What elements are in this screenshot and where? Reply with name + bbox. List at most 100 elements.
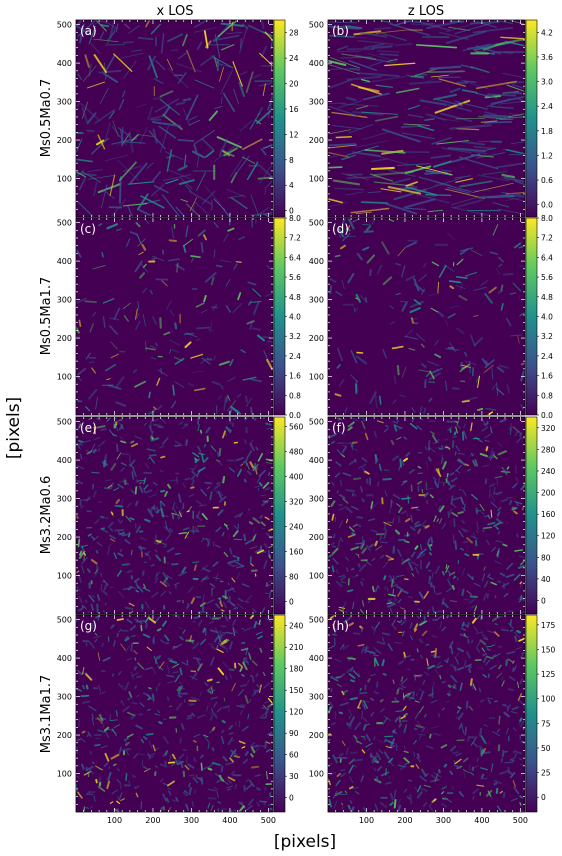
heatmap-streak bbox=[216, 707, 222, 713]
heatmap-streak bbox=[147, 456, 152, 460]
heatmap-streak bbox=[249, 322, 253, 330]
heatmap-streak bbox=[171, 799, 176, 802]
heatmap-streak bbox=[78, 550, 86, 559]
heatmap-streak bbox=[441, 147, 472, 154]
heatmap-streak bbox=[392, 615, 398, 618]
heatmap-streak bbox=[480, 767, 488, 771]
heatmap-streak bbox=[98, 69, 122, 74]
heatmap-streak bbox=[166, 664, 170, 674]
heatmap-streak bbox=[139, 702, 145, 708]
heatmap-streak bbox=[362, 223, 372, 226]
heatmap-streak bbox=[472, 795, 475, 800]
x-tick-label: 100 bbox=[359, 816, 374, 825]
heatmap-streak bbox=[229, 641, 233, 650]
heatmap-streak bbox=[93, 426, 96, 435]
heatmap-streak bbox=[457, 425, 461, 429]
heatmap-streak bbox=[210, 804, 214, 812]
heatmap-streak bbox=[230, 749, 238, 757]
heatmap-streak bbox=[340, 769, 346, 772]
heatmap-streak bbox=[500, 499, 508, 502]
heatmap-streak bbox=[132, 369, 138, 373]
heatmap-streak bbox=[485, 420, 489, 427]
heatmap-streak bbox=[228, 563, 235, 568]
heatmap-streak bbox=[88, 25, 97, 45]
heatmap-streak bbox=[258, 81, 273, 87]
heatmap-streak bbox=[147, 508, 154, 518]
heatmap-streak bbox=[176, 686, 181, 692]
heatmap-streak bbox=[263, 543, 269, 548]
heatmap-streak bbox=[153, 78, 164, 84]
y-tick-label: 300 bbox=[57, 98, 72, 107]
heatmap-streak bbox=[231, 586, 236, 593]
heatmap-streak bbox=[484, 111, 498, 116]
heatmap-streak bbox=[329, 772, 337, 776]
heatmap-streak bbox=[361, 710, 363, 719]
panel-label: (g) bbox=[80, 619, 97, 633]
heatmap-streak bbox=[137, 546, 146, 550]
heatmap-streak bbox=[205, 426, 211, 434]
heatmap-streak bbox=[203, 444, 207, 448]
heatmap-streak bbox=[404, 745, 407, 753]
heatmap-streak bbox=[265, 461, 273, 465]
heatmap-streak bbox=[103, 762, 109, 768]
heatmap-streak bbox=[208, 689, 216, 693]
heatmap-streak bbox=[145, 733, 154, 736]
heatmap-streak bbox=[418, 405, 423, 415]
heatmap-streak bbox=[353, 493, 357, 497]
heatmap-streak bbox=[110, 463, 117, 471]
heatmap-streak bbox=[346, 518, 349, 524]
heatmap-streak bbox=[222, 595, 229, 599]
heatmap-streak bbox=[428, 693, 434, 697]
heatmap-background bbox=[76, 218, 273, 415]
heatmap-background bbox=[328, 615, 525, 812]
heatmap-streak bbox=[336, 45, 349, 51]
heatmap-streak bbox=[332, 534, 336, 539]
heatmap-streak bbox=[175, 101, 186, 106]
heatmap-streak bbox=[268, 579, 273, 583]
y-tick-label: 100 bbox=[57, 373, 72, 382]
heatmap-streak bbox=[363, 704, 366, 710]
heatmap-streak bbox=[370, 697, 375, 701]
heatmap-streak bbox=[446, 693, 451, 696]
heatmap-streak bbox=[441, 791, 445, 795]
heatmap-streak bbox=[84, 599, 88, 604]
heatmap-streak bbox=[445, 188, 485, 199]
heatmap-streak bbox=[197, 445, 202, 453]
heatmap-streak bbox=[210, 696, 218, 700]
heatmap-streak bbox=[407, 495, 410, 504]
heatmap-streak bbox=[487, 630, 494, 634]
heatmap-streak bbox=[408, 561, 414, 571]
heatmap-streak bbox=[383, 751, 390, 760]
heatmap-texture bbox=[76, 417, 273, 614]
heatmap-streak bbox=[414, 283, 425, 293]
heatmap-streak bbox=[159, 581, 168, 587]
heatmap-streak bbox=[331, 547, 339, 555]
heatmap-streak bbox=[328, 166, 343, 169]
heatmap-streak bbox=[353, 307, 359, 313]
heatmap-streak bbox=[196, 326, 211, 330]
heatmap-streak bbox=[451, 785, 454, 791]
heatmap-streak bbox=[161, 437, 169, 445]
heatmap-streak bbox=[226, 785, 233, 789]
heatmap-streak bbox=[421, 768, 427, 777]
heatmap-streak bbox=[184, 699, 186, 703]
heatmap-streak bbox=[92, 449, 98, 454]
heatmap-streak bbox=[240, 349, 246, 354]
heatmap-streak bbox=[453, 431, 457, 436]
heatmap-streak bbox=[132, 468, 137, 477]
heatmap-streak bbox=[237, 805, 245, 812]
heatmap-streak bbox=[113, 487, 120, 492]
heatmap-streak bbox=[185, 94, 199, 121]
heatmap-streak bbox=[397, 804, 402, 812]
heatmap-streak bbox=[104, 154, 128, 162]
heatmap-streak bbox=[513, 510, 518, 515]
heatmap-streak bbox=[105, 54, 116, 71]
heatmap-streak bbox=[454, 175, 472, 179]
heatmap-streak bbox=[361, 540, 366, 549]
heatmap-streak bbox=[498, 364, 509, 369]
heatmap-streak bbox=[399, 588, 409, 594]
panel-label: (e) bbox=[80, 421, 97, 435]
y-tick-label: 500 bbox=[57, 418, 72, 427]
heatmap-streak bbox=[421, 363, 427, 368]
